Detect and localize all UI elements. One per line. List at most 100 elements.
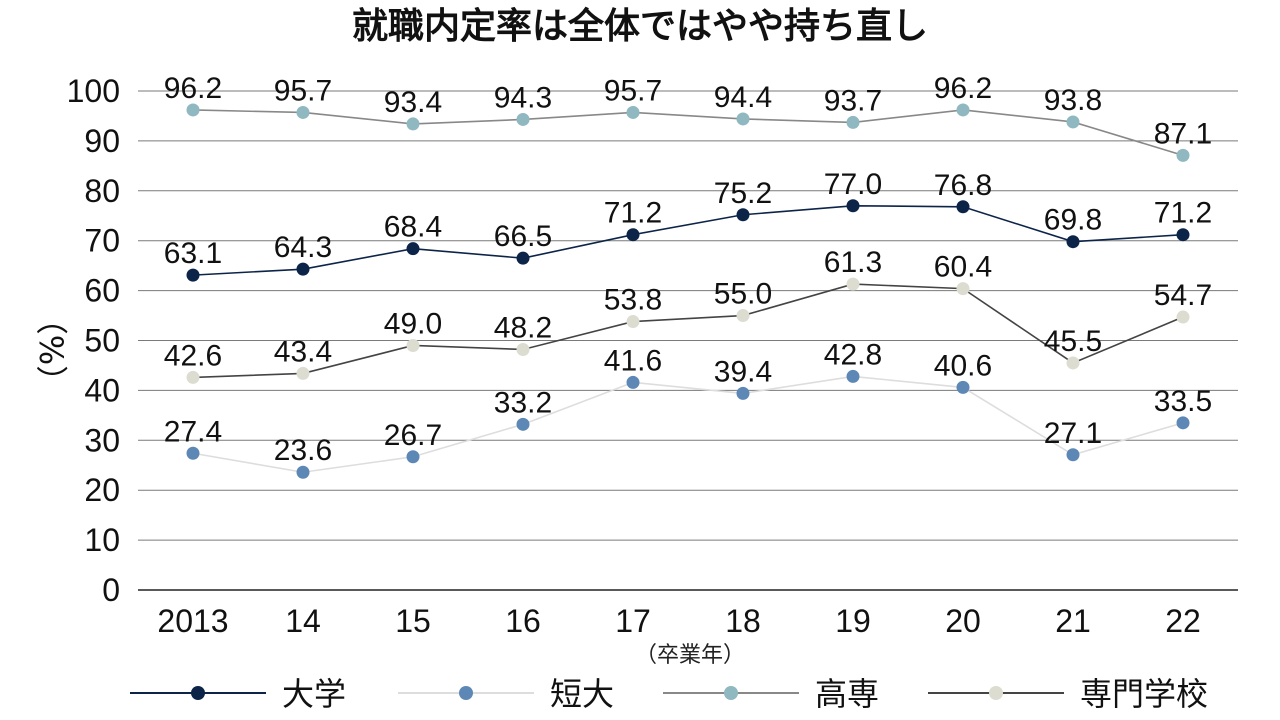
chart-title: 就職内定率は全体ではやや持ち直し bbox=[352, 5, 928, 47]
grid-lines bbox=[138, 90, 1238, 591]
data-label: 43.4 bbox=[274, 335, 332, 368]
data-label: 42.6 bbox=[164, 339, 222, 372]
data-label: 68.4 bbox=[384, 211, 442, 244]
data-label: 33.2 bbox=[494, 386, 552, 419]
data-label: 49.0 bbox=[384, 307, 442, 340]
x-axis-ticks: 2013 14 15 16 17 18 19 20 21 22 bbox=[157, 603, 1200, 639]
data-label: 69.8 bbox=[1044, 204, 1102, 237]
data-point bbox=[626, 315, 640, 329]
data-label: 76.8 bbox=[934, 169, 992, 202]
x-tick-label: 19 bbox=[835, 603, 871, 639]
legend: 大学 短大 高専 専門学校 bbox=[130, 675, 1208, 713]
data-label: 41.6 bbox=[604, 344, 662, 377]
legend-label: 専門学校 bbox=[1080, 675, 1208, 713]
data-point bbox=[1176, 148, 1190, 162]
data-label: 33.5 bbox=[1154, 385, 1212, 418]
legend-label: 短大 bbox=[550, 675, 614, 713]
data-point bbox=[626, 105, 640, 119]
x-axis-label: （卒業年） bbox=[635, 643, 745, 668]
data-point bbox=[846, 369, 860, 383]
x-tick-label: 20 bbox=[945, 603, 981, 639]
x-tick-label: 2013 bbox=[157, 603, 228, 639]
data-point bbox=[846, 115, 860, 129]
data-point bbox=[736, 208, 750, 222]
data-point bbox=[406, 117, 420, 131]
data-label: 96.2 bbox=[934, 72, 992, 105]
data-point bbox=[516, 342, 530, 356]
data-point bbox=[956, 380, 970, 394]
data-label: 61.3 bbox=[824, 246, 882, 279]
data-point bbox=[406, 338, 420, 352]
data-label: 95.7 bbox=[274, 74, 332, 107]
data-point bbox=[516, 417, 530, 431]
data-label: 53.8 bbox=[604, 284, 662, 317]
data-point bbox=[296, 366, 310, 380]
data-point bbox=[186, 103, 200, 117]
y-tick-label: 80 bbox=[84, 173, 120, 209]
x-tick-label: 21 bbox=[1055, 603, 1091, 639]
data-label: 45.5 bbox=[1044, 325, 1102, 358]
y-tick-label: 30 bbox=[84, 422, 120, 458]
legend-label: 高専 bbox=[815, 675, 879, 713]
data-label: 27.4 bbox=[164, 415, 222, 448]
data-label: 64.3 bbox=[274, 231, 332, 264]
data-point bbox=[186, 268, 200, 282]
data-label: 60.4 bbox=[934, 251, 992, 284]
data-point bbox=[846, 277, 860, 291]
y-tick-label: 90 bbox=[84, 123, 120, 159]
data-label: 39.4 bbox=[714, 355, 772, 388]
x-tick-label: 17 bbox=[615, 603, 651, 639]
data-label: 95.7 bbox=[604, 74, 662, 107]
data-label: 77.0 bbox=[824, 168, 882, 201]
data-labels: 63.1 64.3 68.4 66.5 71.2 75.2 77.0 76.8 69.8 71.2… bbox=[164, 72, 1212, 467]
data-label: 40.6 bbox=[934, 349, 992, 382]
data-point bbox=[406, 450, 420, 464]
data-label: 87.1 bbox=[1154, 117, 1212, 150]
data-point bbox=[956, 282, 970, 296]
data-point bbox=[1066, 448, 1080, 462]
legend-marker bbox=[191, 686, 205, 700]
data-point bbox=[626, 228, 640, 242]
series-line-3 bbox=[192, 109, 1184, 157]
data-label: 48.2 bbox=[494, 311, 552, 344]
data-point bbox=[626, 375, 640, 389]
data-point bbox=[406, 242, 420, 256]
data-point bbox=[956, 103, 970, 117]
data-label: 96.2 bbox=[164, 72, 222, 105]
data-point bbox=[1176, 228, 1190, 242]
data-point bbox=[736, 386, 750, 400]
data-label: 55.0 bbox=[714, 278, 772, 311]
data-point bbox=[516, 112, 530, 126]
y-tick-label: 0 bbox=[102, 572, 120, 608]
y-tick-label: 20 bbox=[84, 472, 120, 508]
data-label: 93.8 bbox=[1044, 84, 1102, 117]
series-line-1 bbox=[192, 204, 1184, 276]
x-tick-label: 15 bbox=[395, 603, 431, 639]
data-label: 75.2 bbox=[714, 177, 772, 210]
legend-marker bbox=[724, 686, 738, 700]
y-tick-label: 10 bbox=[84, 522, 120, 558]
x-tick-label: 22 bbox=[1165, 603, 1201, 639]
series-line-4 bbox=[192, 283, 1184, 379]
data-point bbox=[1066, 235, 1080, 249]
data-point bbox=[296, 105, 310, 119]
data-point bbox=[1176, 416, 1190, 430]
x-tick-label: 18 bbox=[725, 603, 761, 639]
data-label: 63.1 bbox=[164, 237, 222, 270]
data-label: 66.5 bbox=[494, 220, 552, 253]
y-axis-label: （%） bbox=[32, 303, 70, 397]
data-point bbox=[186, 446, 200, 460]
data-point bbox=[736, 309, 750, 323]
x-tick-label: 16 bbox=[505, 603, 541, 639]
data-label: 71.2 bbox=[604, 197, 662, 230]
legend-label: 大学 bbox=[282, 675, 346, 713]
data-point bbox=[736, 112, 750, 126]
y-tick-label: 70 bbox=[84, 223, 120, 259]
data-label: 94.4 bbox=[714, 81, 772, 114]
legend-marker bbox=[989, 686, 1003, 700]
legend-marker bbox=[459, 686, 473, 700]
data-label: 54.7 bbox=[1154, 279, 1212, 312]
data-label: 42.8 bbox=[824, 338, 882, 371]
y-axis-ticks: 0 10 20 30 40 50 60 70 80 90 100 bbox=[67, 73, 120, 608]
y-tick-label: 50 bbox=[84, 323, 120, 359]
